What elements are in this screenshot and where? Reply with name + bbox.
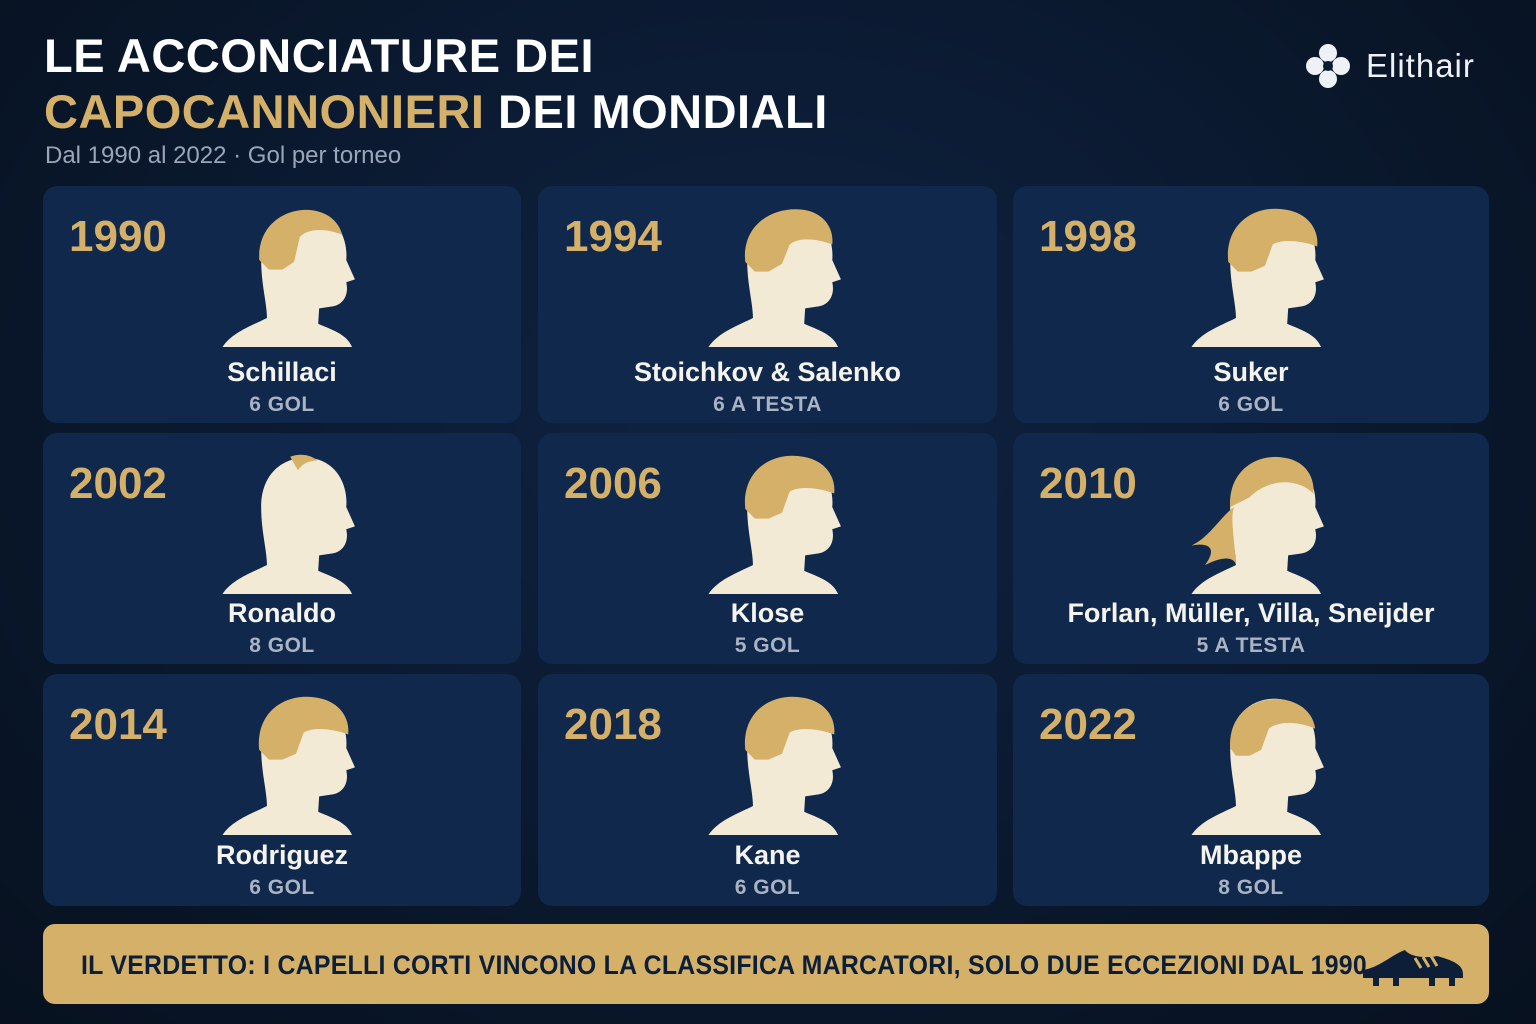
title-highlight: CAPOCANNONIERI (44, 85, 485, 138)
face (1191, 457, 1324, 594)
hair (1191, 456, 1314, 565)
year: 1990 (69, 212, 167, 261)
year: 2006 (564, 459, 662, 508)
hair (1230, 699, 1316, 756)
year: 1994 (564, 212, 662, 261)
hair (744, 696, 834, 760)
head-silhouette (1191, 456, 1324, 594)
goals: 5 A TESTA (1196, 634, 1306, 657)
goals: 5 GOL (734, 634, 801, 657)
player-name: Kane (734, 840, 801, 870)
face (708, 210, 841, 347)
goals: 6 GOL (734, 876, 801, 899)
player-name: Rodriguez (216, 840, 348, 870)
player-card: 2018 Kane 6 GOL (538, 674, 997, 906)
head-silhouette (708, 696, 841, 835)
brand-name: Elithair (1366, 47, 1475, 84)
head-silhouette (708, 209, 841, 347)
title-line: LE ACCONCIATURE DEI (44, 29, 594, 82)
player-card: 2002 Ronaldo 8 GOL (43, 433, 521, 664)
face (222, 210, 355, 347)
hair (290, 454, 318, 471)
goals: 8 GOL (249, 634, 315, 657)
year: 2018 (564, 700, 662, 749)
player-card: 2006 Klose 5 GOL (538, 433, 997, 664)
player-card: 1990 Schillaci 6 GOL (43, 186, 521, 423)
player-card: 2014 Rodriguez 6 GOL (43, 674, 521, 906)
hair (259, 209, 343, 270)
face (708, 698, 841, 835)
goals: 6 A TESTA (713, 393, 822, 416)
title-rest: DEI MONDIALI (498, 85, 828, 138)
player-card: 1998 Suker 6 GOL (1013, 186, 1489, 423)
year: 2010 (1039, 459, 1137, 508)
hair (744, 455, 834, 519)
face (222, 457, 355, 594)
face (1191, 210, 1324, 347)
head-silhouette (1191, 208, 1324, 347)
hair (1227, 208, 1318, 272)
face (1191, 698, 1324, 835)
face (708, 457, 841, 594)
player-name: Klose (730, 598, 805, 628)
goals: 6 GOL (249, 393, 315, 416)
goals: 8 GOL (1218, 876, 1284, 899)
title-line: CAPOCANNONIERI DEI MONDIALI (44, 88, 828, 135)
head-silhouette (1191, 698, 1324, 835)
verdict-text: IL VERDETTO: I CAPELLI CORTI VINCONO LA … (81, 950, 1367, 980)
year: 1998 (1039, 212, 1137, 261)
player-card: 2022 Mbappe 8 GOL (1013, 674, 1489, 906)
head-silhouette (222, 696, 355, 835)
subtitle: Dal 1990 al 2022 · Gol per torneo (45, 142, 402, 169)
year: 2014 (69, 700, 167, 749)
hair (744, 209, 832, 272)
player-name: Ronaldo (228, 598, 336, 628)
hair (258, 696, 349, 760)
player-card: 1994 Stoichkov & Salenko 6 A TESTA (538, 186, 997, 423)
player-name: Schillaci (227, 357, 337, 387)
player-name: Forlan, Müller, Villa, Sneijder (1067, 598, 1435, 628)
brand-logo (1306, 44, 1350, 88)
player-name: Suker (1213, 357, 1289, 387)
player-name: Mbappe (1199, 840, 1302, 870)
goals: 6 GOL (1218, 393, 1284, 416)
face (222, 698, 355, 835)
head-silhouette (708, 455, 841, 594)
verdict-banner: IL VERDETTO: I CAPELLI CORTI VINCONO LA … (43, 924, 1489, 1004)
year: 2022 (1039, 700, 1137, 749)
head-silhouette (222, 454, 355, 594)
year: 2002 (69, 459, 167, 508)
head-silhouette (222, 209, 355, 347)
player-card: 2010 Forlan, Müller, Villa, Sneijder 5 A T… (1013, 433, 1489, 664)
shoe-icon (1363, 950, 1463, 986)
goals: 6 GOL (249, 876, 315, 899)
brand: Elithair (1304, 42, 1475, 90)
player-name: Stoichkov & Salenko (633, 357, 902, 387)
